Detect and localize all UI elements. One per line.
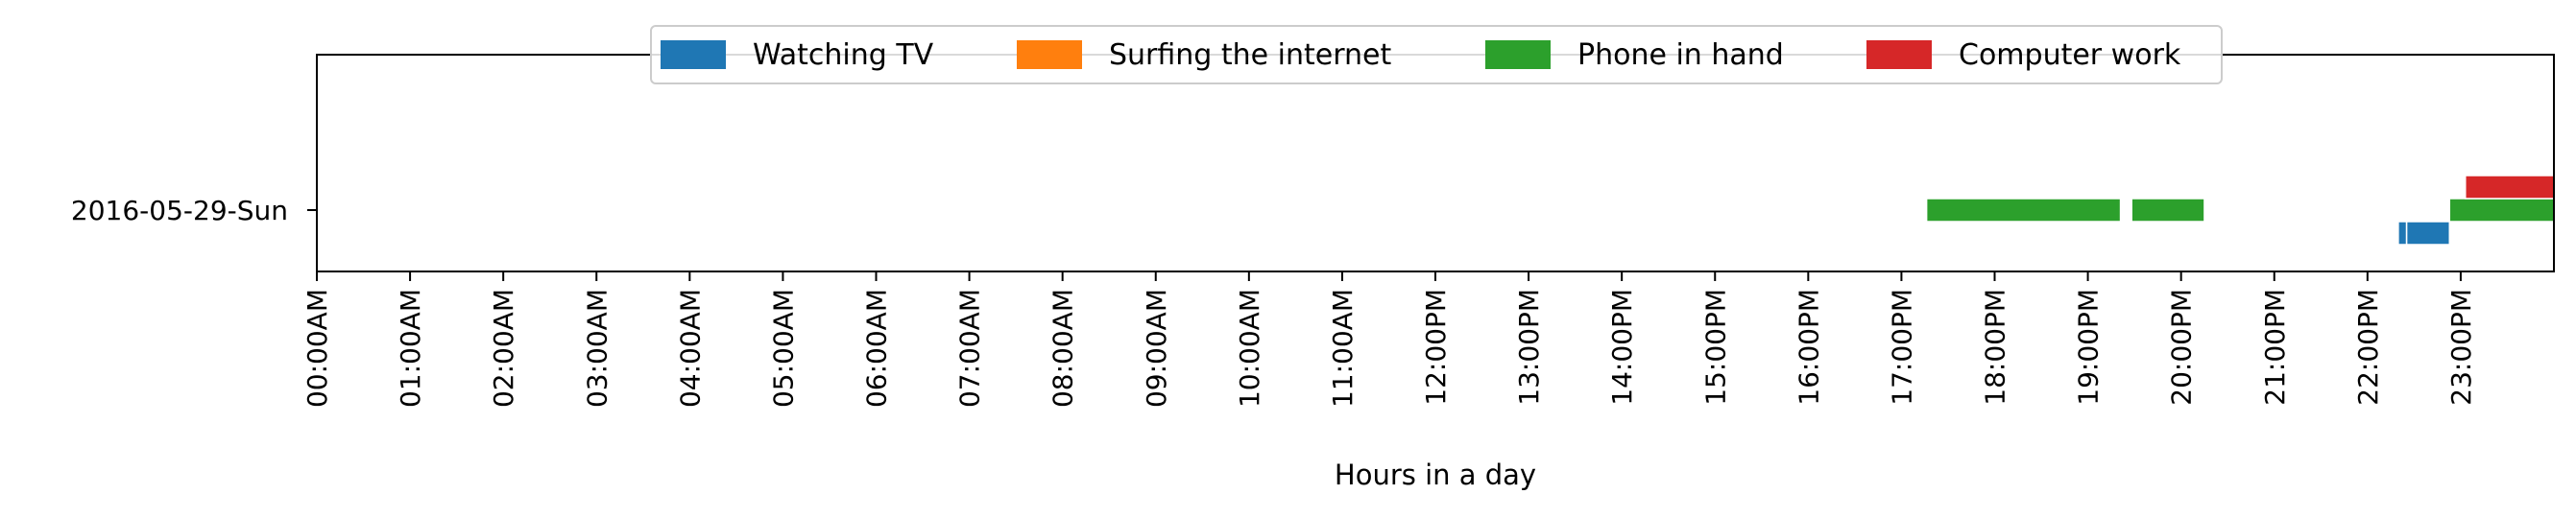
legend-label-surfing-the-internet: Surfing the internet <box>1109 38 1391 72</box>
x-tick-label-12: 12:00PM <box>1420 289 1452 406</box>
x-tick-label-7: 07:00AM <box>954 289 986 408</box>
bar-phone-in-hand-0 <box>1925 198 2122 223</box>
bar-watching-tv-1 <box>2405 221 2451 246</box>
x-tick-label-20: 20:00PM <box>2166 289 2198 406</box>
x-tick-label-19: 19:00PM <box>2073 289 2105 406</box>
x-tick-label-9: 09:00AM <box>1141 289 1172 408</box>
bar-computer-work-0 <box>2465 175 2555 200</box>
legend-swatch-phone-in-hand <box>1485 40 1551 69</box>
legend-swatch-surfing-the-internet <box>1017 40 1082 69</box>
x-tick-label-21: 21:00PM <box>2259 289 2291 406</box>
legend-swatch-watching-tv <box>661 40 726 69</box>
x-tick-label-6: 06:00AM <box>861 289 893 408</box>
legend: Watching TV Surfing the internet Phone in … <box>650 25 2223 84</box>
x-tick-label-16: 16:00PM <box>1793 289 1824 406</box>
x-tick-label-18: 18:00PM <box>1980 289 2011 406</box>
x-tick-label-8: 08:00AM <box>1047 289 1079 408</box>
x-tick-label-0: 00:00AM <box>301 289 333 408</box>
legend-swatch-computer-work <box>1866 40 1932 69</box>
bar-phone-in-hand-2 <box>2448 198 2555 223</box>
x-tick-label-11: 11:00AM <box>1327 289 1359 408</box>
x-axis: 00:00AM 01:00AM 02:00AM 03:00AM 04:00AM 05:00… <box>301 271 2477 408</box>
x-tick-label-22: 22:00PM <box>2352 289 2384 406</box>
y-tick-label-0: 2016-05-29-Sun <box>71 195 288 226</box>
plot-area <box>317 55 2554 271</box>
x-tick-label-1: 01:00AM <box>395 289 426 408</box>
bar-watching-tv-0 <box>2397 221 2408 246</box>
bars-layer <box>1925 175 2555 246</box>
x-tick-label-13: 13:00PM <box>1513 289 1545 406</box>
x-tick-label-15: 15:00PM <box>1699 289 1731 406</box>
x-tick-label-3: 03:00AM <box>581 289 613 408</box>
x-tick-label-23: 23:00PM <box>2445 289 2477 406</box>
bar-phone-in-hand-1 <box>2131 198 2205 223</box>
x-tick-label-10: 10:00AM <box>1234 289 1265 408</box>
y-axis: 2016-05-29-Sun <box>71 195 317 226</box>
x-tick-label-14: 14:00PM <box>1606 289 1638 406</box>
legend-label-computer-work: Computer work <box>1959 38 2181 72</box>
x-tick-label-17: 17:00PM <box>1886 289 1917 406</box>
x-axis-label: Hours in a day <box>1335 459 1536 491</box>
x-tick-label-5: 05:00AM <box>767 289 799 408</box>
x-tick-label-4: 04:00AM <box>674 289 706 408</box>
legend-label-phone-in-hand: Phone in hand <box>1577 38 1784 72</box>
x-tick-label-2: 02:00AM <box>488 289 519 408</box>
legend-label-watching-tv: Watching TV <box>753 38 934 72</box>
